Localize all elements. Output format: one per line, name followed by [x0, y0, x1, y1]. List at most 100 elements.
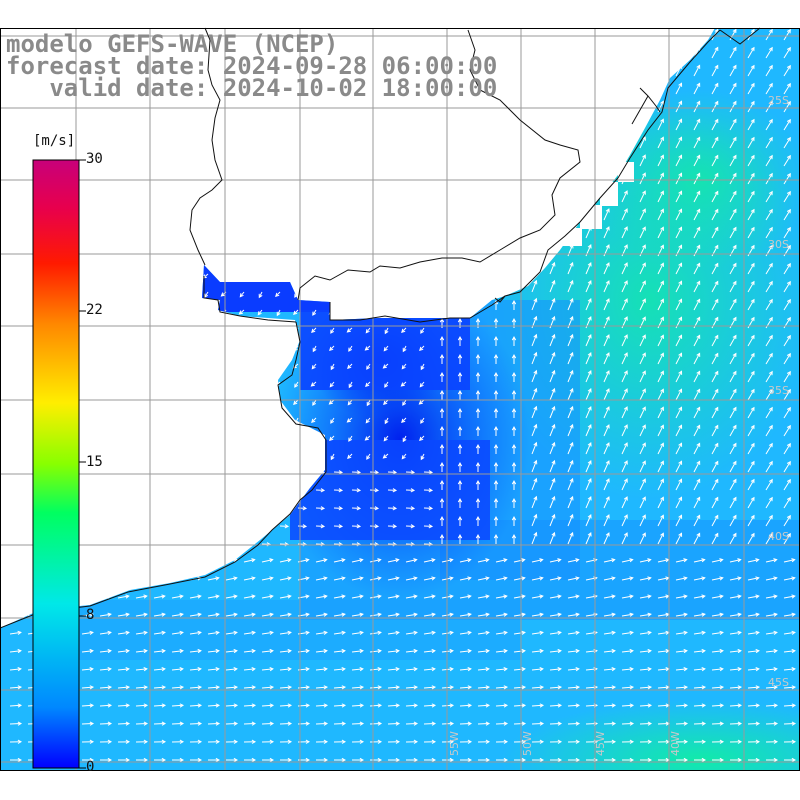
- colorbar-tick-label: 22: [86, 302, 103, 318]
- wind-arrow-head: [629, 612, 634, 617]
- wind-arrow-head: [374, 488, 380, 493]
- colorbar-tick-label: 30: [86, 151, 103, 167]
- wind-arrow: [783, 559, 795, 563]
- wind-arrow-head: [475, 29, 481, 35]
- wind-arrow: [729, 577, 741, 581]
- wind-arrow: [329, 111, 335, 118]
- wind-arrow-head: [678, 262, 683, 267]
- wind-arrow: [549, 668, 561, 671]
- wind-arrow: [5, 165, 11, 171]
- wind-arrow: [549, 280, 555, 293]
- wind-arrow-head: [475, 533, 481, 539]
- wind-arrow-head: [125, 667, 130, 672]
- wind-arrow-head: [365, 202, 370, 208]
- wind-arrow: [567, 262, 574, 275]
- wind-arrow-head: [786, 82, 791, 88]
- wind-arrow: [531, 496, 537, 509]
- wind-arrow: [747, 191, 755, 203]
- wind-arrow-head: [457, 101, 463, 107]
- wind-arrow-head: [493, 479, 499, 485]
- wind-arrow: [621, 226, 628, 239]
- wind-arrow-head: [150, 419, 155, 424]
- wind-arrow-head: [457, 173, 463, 179]
- wind-arrow-head: [140, 488, 146, 493]
- wind-arrow-head: [485, 648, 490, 654]
- wind-arrow-head: [150, 329, 155, 334]
- wind-arrow: [603, 82, 610, 95]
- wind-arrow-head: [714, 280, 719, 286]
- wind-arrow-head: [714, 190, 719, 196]
- wind-arrow-head: [732, 478, 737, 484]
- wind-arrow: [513, 595, 525, 599]
- wind-arrow-head: [356, 488, 362, 493]
- wind-arrow-head: [203, 310, 208, 316]
- wind-arrow: [203, 309, 209, 315]
- wind-arrow-head: [239, 346, 244, 352]
- wind-arrow-head: [457, 497, 463, 503]
- wind-arrow: [276, 219, 281, 226]
- wind-arrow-head: [366, 41, 371, 47]
- wind-arrow: [585, 46, 592, 59]
- wind-arrow-head: [5, 202, 10, 208]
- wind-arrow-head: [419, 383, 424, 388]
- wind-arrow-head: [203, 400, 208, 406]
- wind-arrow: [693, 137, 701, 149]
- wind-arrow-head: [660, 28, 664, 33]
- wind-arrow-head: [467, 576, 472, 581]
- wind-arrow: [207, 704, 220, 707]
- wind-arrow-head: [750, 352, 755, 358]
- wind-arrow-head: [678, 316, 683, 321]
- wind-arrow-head: [642, 478, 646, 483]
- wind-arrow: [167, 309, 173, 316]
- wind-arrow: [765, 47, 773, 59]
- wind-arrow: [167, 363, 173, 369]
- wind-arrow: [95, 255, 101, 261]
- wind-arrow-head: [251, 757, 257, 763]
- wind-arrow-head: [185, 149, 190, 154]
- wind-arrow: [693, 353, 701, 365]
- wind-arrow: [420, 183, 425, 190]
- wind-arrow-head: [678, 136, 683, 141]
- wind-arrow: [657, 371, 664, 383]
- wind-arrow: [657, 137, 664, 149]
- wind-arrow-head: [642, 496, 646, 501]
- wind-arrow-head: [113, 437, 118, 442]
- wind-arrow: [711, 443, 719, 455]
- wind-arrow: [603, 442, 610, 455]
- wind-arrow: [23, 399, 29, 405]
- wind-arrow-head: [678, 172, 683, 177]
- wind-arrow: [383, 309, 389, 315]
- wind-arrow: [113, 219, 119, 225]
- wind-arrow-head: [449, 594, 454, 599]
- wind-arrow: [567, 208, 574, 221]
- wind-arrow: [261, 650, 273, 653]
- wind-arrow-head: [185, 382, 190, 388]
- wind-arrow: [783, 515, 791, 527]
- wind-arrow-head: [395, 757, 401, 763]
- wind-arrow-head: [623, 532, 628, 537]
- wind-arrow-head: [185, 112, 190, 118]
- wind-arrow: [657, 119, 664, 131]
- wind-arrow-head: [660, 442, 664, 447]
- wind-arrow: [765, 101, 773, 113]
- wind-arrow-head: [176, 470, 182, 475]
- wind-arrow: [171, 577, 183, 581]
- lon-label: 55W: [448, 731, 461, 756]
- wind-arrow-head: [41, 148, 46, 154]
- wind-arrow: [765, 577, 777, 581]
- wind-arrow-head: [569, 63, 574, 69]
- wind-arrow: [639, 650, 651, 653]
- wind-arrow: [729, 389, 737, 401]
- wind-arrow: [243, 613, 255, 617]
- wind-arrow: [275, 255, 281, 261]
- wind-arrow-head: [5, 329, 10, 334]
- wind-arrow: [783, 577, 795, 581]
- wind-arrow-head: [768, 424, 773, 430]
- wind-arrow-head: [533, 495, 538, 501]
- wind-arrow-head: [493, 389, 499, 395]
- wind-arrow: [114, 291, 119, 298]
- wind-arrow-head: [493, 371, 499, 377]
- wind-arrow-head: [233, 612, 238, 617]
- wind-arrow: [189, 559, 201, 563]
- wind-arrow: [729, 101, 737, 113]
